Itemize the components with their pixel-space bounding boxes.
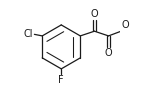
Text: O: O bbox=[122, 20, 129, 30]
Text: O: O bbox=[105, 48, 112, 58]
Text: O: O bbox=[91, 9, 98, 19]
Text: F: F bbox=[58, 75, 64, 85]
Text: Cl: Cl bbox=[24, 29, 33, 39]
